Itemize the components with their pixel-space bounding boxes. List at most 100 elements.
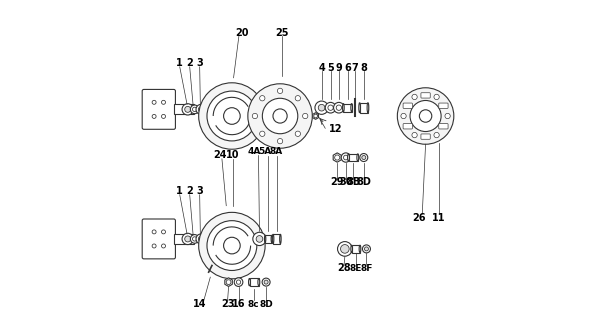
Polygon shape: [333, 153, 341, 162]
Circle shape: [336, 105, 341, 110]
Circle shape: [412, 132, 417, 138]
Text: 26: 26: [412, 213, 425, 223]
Text: 25: 25: [275, 28, 289, 38]
Text: 8: 8: [361, 63, 367, 73]
Circle shape: [193, 107, 197, 112]
Circle shape: [182, 104, 193, 115]
Circle shape: [224, 108, 240, 124]
Circle shape: [362, 245, 370, 253]
Text: 8D: 8D: [356, 178, 371, 188]
Circle shape: [234, 278, 243, 286]
Circle shape: [193, 237, 197, 241]
Ellipse shape: [343, 104, 344, 112]
Circle shape: [161, 100, 166, 104]
Circle shape: [260, 95, 265, 101]
Circle shape: [434, 132, 439, 138]
FancyBboxPatch shape: [174, 105, 194, 114]
Circle shape: [199, 212, 265, 279]
Bar: [343, 104, 352, 112]
Ellipse shape: [272, 234, 274, 244]
Text: 11: 11: [432, 213, 446, 223]
Text: 4: 4: [318, 63, 325, 73]
FancyBboxPatch shape: [142, 89, 175, 129]
FancyBboxPatch shape: [174, 234, 194, 244]
Circle shape: [262, 98, 298, 134]
Ellipse shape: [258, 278, 260, 286]
Circle shape: [264, 280, 268, 284]
Text: 1: 1: [176, 186, 183, 196]
Text: 8c: 8c: [248, 300, 259, 309]
Text: 23: 23: [221, 299, 235, 310]
Text: 6: 6: [344, 63, 351, 73]
Circle shape: [152, 100, 156, 104]
Ellipse shape: [367, 103, 369, 113]
Circle shape: [161, 244, 166, 248]
Circle shape: [325, 103, 336, 113]
Circle shape: [190, 105, 199, 114]
Circle shape: [419, 110, 432, 122]
Circle shape: [295, 131, 301, 136]
Circle shape: [161, 115, 166, 118]
FancyBboxPatch shape: [421, 134, 430, 139]
Text: 24: 24: [213, 150, 226, 160]
Ellipse shape: [351, 245, 352, 253]
Circle shape: [277, 88, 283, 93]
Text: 2: 2: [187, 186, 193, 196]
Circle shape: [152, 115, 156, 118]
Ellipse shape: [271, 235, 272, 243]
Circle shape: [199, 107, 203, 112]
Circle shape: [253, 232, 266, 246]
Circle shape: [410, 100, 441, 132]
Circle shape: [190, 234, 199, 243]
Circle shape: [302, 113, 308, 119]
Circle shape: [362, 155, 366, 159]
Ellipse shape: [359, 103, 361, 113]
Text: 28: 28: [337, 264, 351, 273]
Bar: [265, 235, 272, 243]
Circle shape: [262, 278, 270, 286]
FancyBboxPatch shape: [142, 219, 175, 259]
Circle shape: [224, 237, 240, 254]
Text: 1: 1: [176, 58, 183, 68]
Bar: [273, 234, 280, 244]
Circle shape: [152, 230, 156, 234]
Polygon shape: [313, 113, 319, 119]
Text: 9: 9: [335, 63, 342, 73]
Ellipse shape: [347, 154, 349, 161]
Circle shape: [199, 83, 265, 149]
Circle shape: [335, 155, 340, 160]
Circle shape: [273, 109, 287, 123]
Ellipse shape: [265, 235, 266, 243]
Circle shape: [434, 94, 439, 99]
Text: 8E: 8E: [350, 264, 362, 273]
Text: 8A: 8A: [269, 147, 283, 156]
Circle shape: [295, 95, 301, 101]
Circle shape: [152, 244, 156, 248]
Circle shape: [196, 234, 206, 244]
FancyBboxPatch shape: [439, 103, 448, 108]
Circle shape: [360, 153, 368, 161]
Text: 3: 3: [196, 58, 203, 68]
Circle shape: [318, 105, 325, 111]
Circle shape: [344, 155, 348, 160]
Circle shape: [397, 88, 454, 144]
Text: 4A: 4A: [247, 147, 261, 156]
Ellipse shape: [280, 234, 281, 244]
Bar: [349, 154, 358, 161]
Circle shape: [182, 233, 193, 245]
Circle shape: [401, 113, 406, 119]
Bar: [352, 245, 360, 253]
Bar: [359, 103, 368, 113]
FancyBboxPatch shape: [421, 93, 430, 98]
Circle shape: [252, 113, 257, 119]
Text: 7: 7: [352, 63, 358, 73]
Circle shape: [338, 242, 352, 256]
Circle shape: [260, 131, 265, 136]
FancyBboxPatch shape: [403, 103, 412, 108]
Circle shape: [256, 236, 263, 242]
Circle shape: [314, 114, 317, 118]
Circle shape: [199, 236, 203, 242]
Text: 8F: 8F: [360, 264, 373, 273]
Bar: [250, 278, 259, 286]
Text: 5A: 5A: [259, 147, 272, 156]
